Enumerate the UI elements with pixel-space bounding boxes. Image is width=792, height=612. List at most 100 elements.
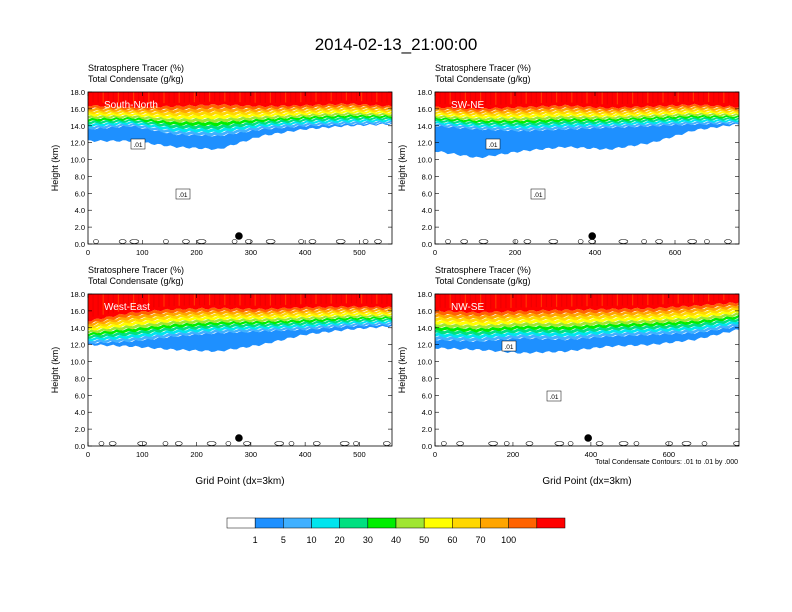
x-tick-label: 300 [245, 248, 258, 257]
x-tick-label: 0 [433, 248, 437, 257]
location-marker [235, 434, 243, 442]
condensate-contour [595, 441, 604, 446]
y-tick-label: 16.0 [417, 307, 432, 316]
plot-title-line1: Stratosphere Tracer (%) [88, 63, 184, 73]
y-tick-label: 0.0 [422, 240, 432, 249]
tracer-band [88, 307, 392, 327]
colorbar-swatch [508, 517, 538, 529]
tracer-band [435, 307, 739, 323]
x-tick-label: 0 [86, 450, 90, 459]
condensate-contour [701, 441, 708, 446]
plot-title-line2: Total Condensate (g/kg) [435, 74, 531, 84]
y-axis-label: Height (km) [397, 145, 407, 192]
y-tick-label: 12.0 [70, 341, 85, 350]
condensate-contour [339, 441, 350, 446]
condensate-contour [162, 441, 169, 446]
condensate-contour [478, 239, 489, 244]
colorbar-label: 20 [335, 535, 345, 545]
y-tick-label: 10.0 [70, 358, 85, 367]
tracer-band [435, 312, 739, 330]
condensate-contour [274, 441, 285, 446]
y-tick-label: 10.0 [417, 156, 432, 165]
plot-title-line2: Total Condensate (g/kg) [435, 276, 531, 286]
colorbar-label: 60 [447, 535, 457, 545]
condensate-contour [488, 441, 498, 446]
condensate-contour [382, 441, 391, 446]
tracer-band [88, 319, 392, 342]
colorbar-swatch [254, 517, 284, 529]
condensate-contour [353, 441, 359, 446]
y-tick-label: 2.0 [422, 223, 432, 232]
condensate-contour [374, 239, 382, 244]
y-tick-label: 8.0 [75, 374, 85, 383]
y-tick-label: 4.0 [75, 206, 85, 215]
x-axis-label: Grid Point (dx=3km) [542, 476, 631, 487]
y-tick-label: 4.0 [422, 408, 432, 417]
tracer-band [435, 120, 739, 132]
panel-west-east: West-East Stratosphere Tracer (%)Total Co… [50, 265, 393, 487]
condensate-contour [554, 441, 565, 446]
tracer-band [88, 114, 392, 127]
condensate-contour [129, 239, 140, 244]
location-marker [588, 232, 596, 240]
tracer-band [435, 302, 739, 317]
condensate-footnote: Total Condensate Contours: .01 to .01 by… [595, 459, 738, 466]
y-axis-label: Height (km) [50, 347, 60, 394]
colorbar-swatch [283, 517, 312, 529]
y-tick-label: 16.0 [70, 307, 85, 316]
y-tick-label: 12.0 [417, 139, 432, 148]
condensate-contour [641, 239, 647, 244]
y-tick-label: 2.0 [75, 425, 85, 434]
tracer-band [88, 314, 392, 334]
colorbar-label: 1 [253, 535, 258, 545]
tracer-band [435, 317, 739, 336]
tracer-field [435, 294, 739, 446]
x-tick-label: 400 [299, 248, 312, 257]
plot-title-line1: Stratosphere Tracer (%) [88, 265, 184, 275]
x-tick-label: 200 [507, 450, 520, 459]
y-tick-label: 8.0 [75, 172, 85, 181]
tracer-band [88, 316, 392, 337]
condensate-contour [182, 239, 190, 244]
condensate-contour [93, 239, 99, 244]
x-tick-label: 100 [136, 450, 149, 459]
y-tick-label: 6.0 [422, 391, 432, 400]
condensate-contour [512, 239, 519, 244]
y-tick-label: 16.0 [70, 105, 85, 114]
x-tick-label: 500 [353, 450, 366, 459]
tracer-field [435, 92, 739, 244]
condensate-contour [298, 239, 304, 244]
x-tick-label: 600 [669, 248, 682, 257]
y-tick-label: 2.0 [75, 223, 85, 232]
y-tick-label: 14.0 [70, 324, 85, 333]
tracer-band [88, 118, 392, 134]
y-tick-label: 6.0 [75, 391, 85, 400]
tracer-band [435, 314, 739, 333]
condensate-contour [525, 441, 534, 446]
y-tick-label: 6.0 [422, 189, 432, 198]
y-tick-label: 12.0 [417, 341, 432, 350]
y-tick-label: 4.0 [422, 206, 432, 215]
tracer-band [435, 116, 739, 127]
tracer-band [435, 304, 739, 320]
tracer-band [88, 120, 392, 137]
condensate-contour [633, 441, 640, 446]
condensate-contour [312, 441, 321, 446]
tracer-band [88, 122, 392, 151]
tracer-band [88, 310, 392, 329]
condensate-contour [724, 239, 732, 244]
panel-label: SW-NE [451, 100, 484, 111]
tracer-band [88, 107, 392, 117]
x-tick-label: 400 [585, 450, 598, 459]
y-tick-label: 2.0 [422, 425, 432, 434]
condensate-contour [441, 441, 447, 446]
x-tick-label: 0 [433, 450, 437, 459]
y-tick-label: 12.0 [70, 139, 85, 148]
condensate-contour [445, 239, 451, 244]
colorbar-swatch [339, 517, 369, 529]
tracer-band [88, 323, 392, 353]
tracer-band [435, 309, 739, 327]
y-tick-label: 14.0 [417, 324, 432, 333]
tracer-band [88, 103, 392, 111]
